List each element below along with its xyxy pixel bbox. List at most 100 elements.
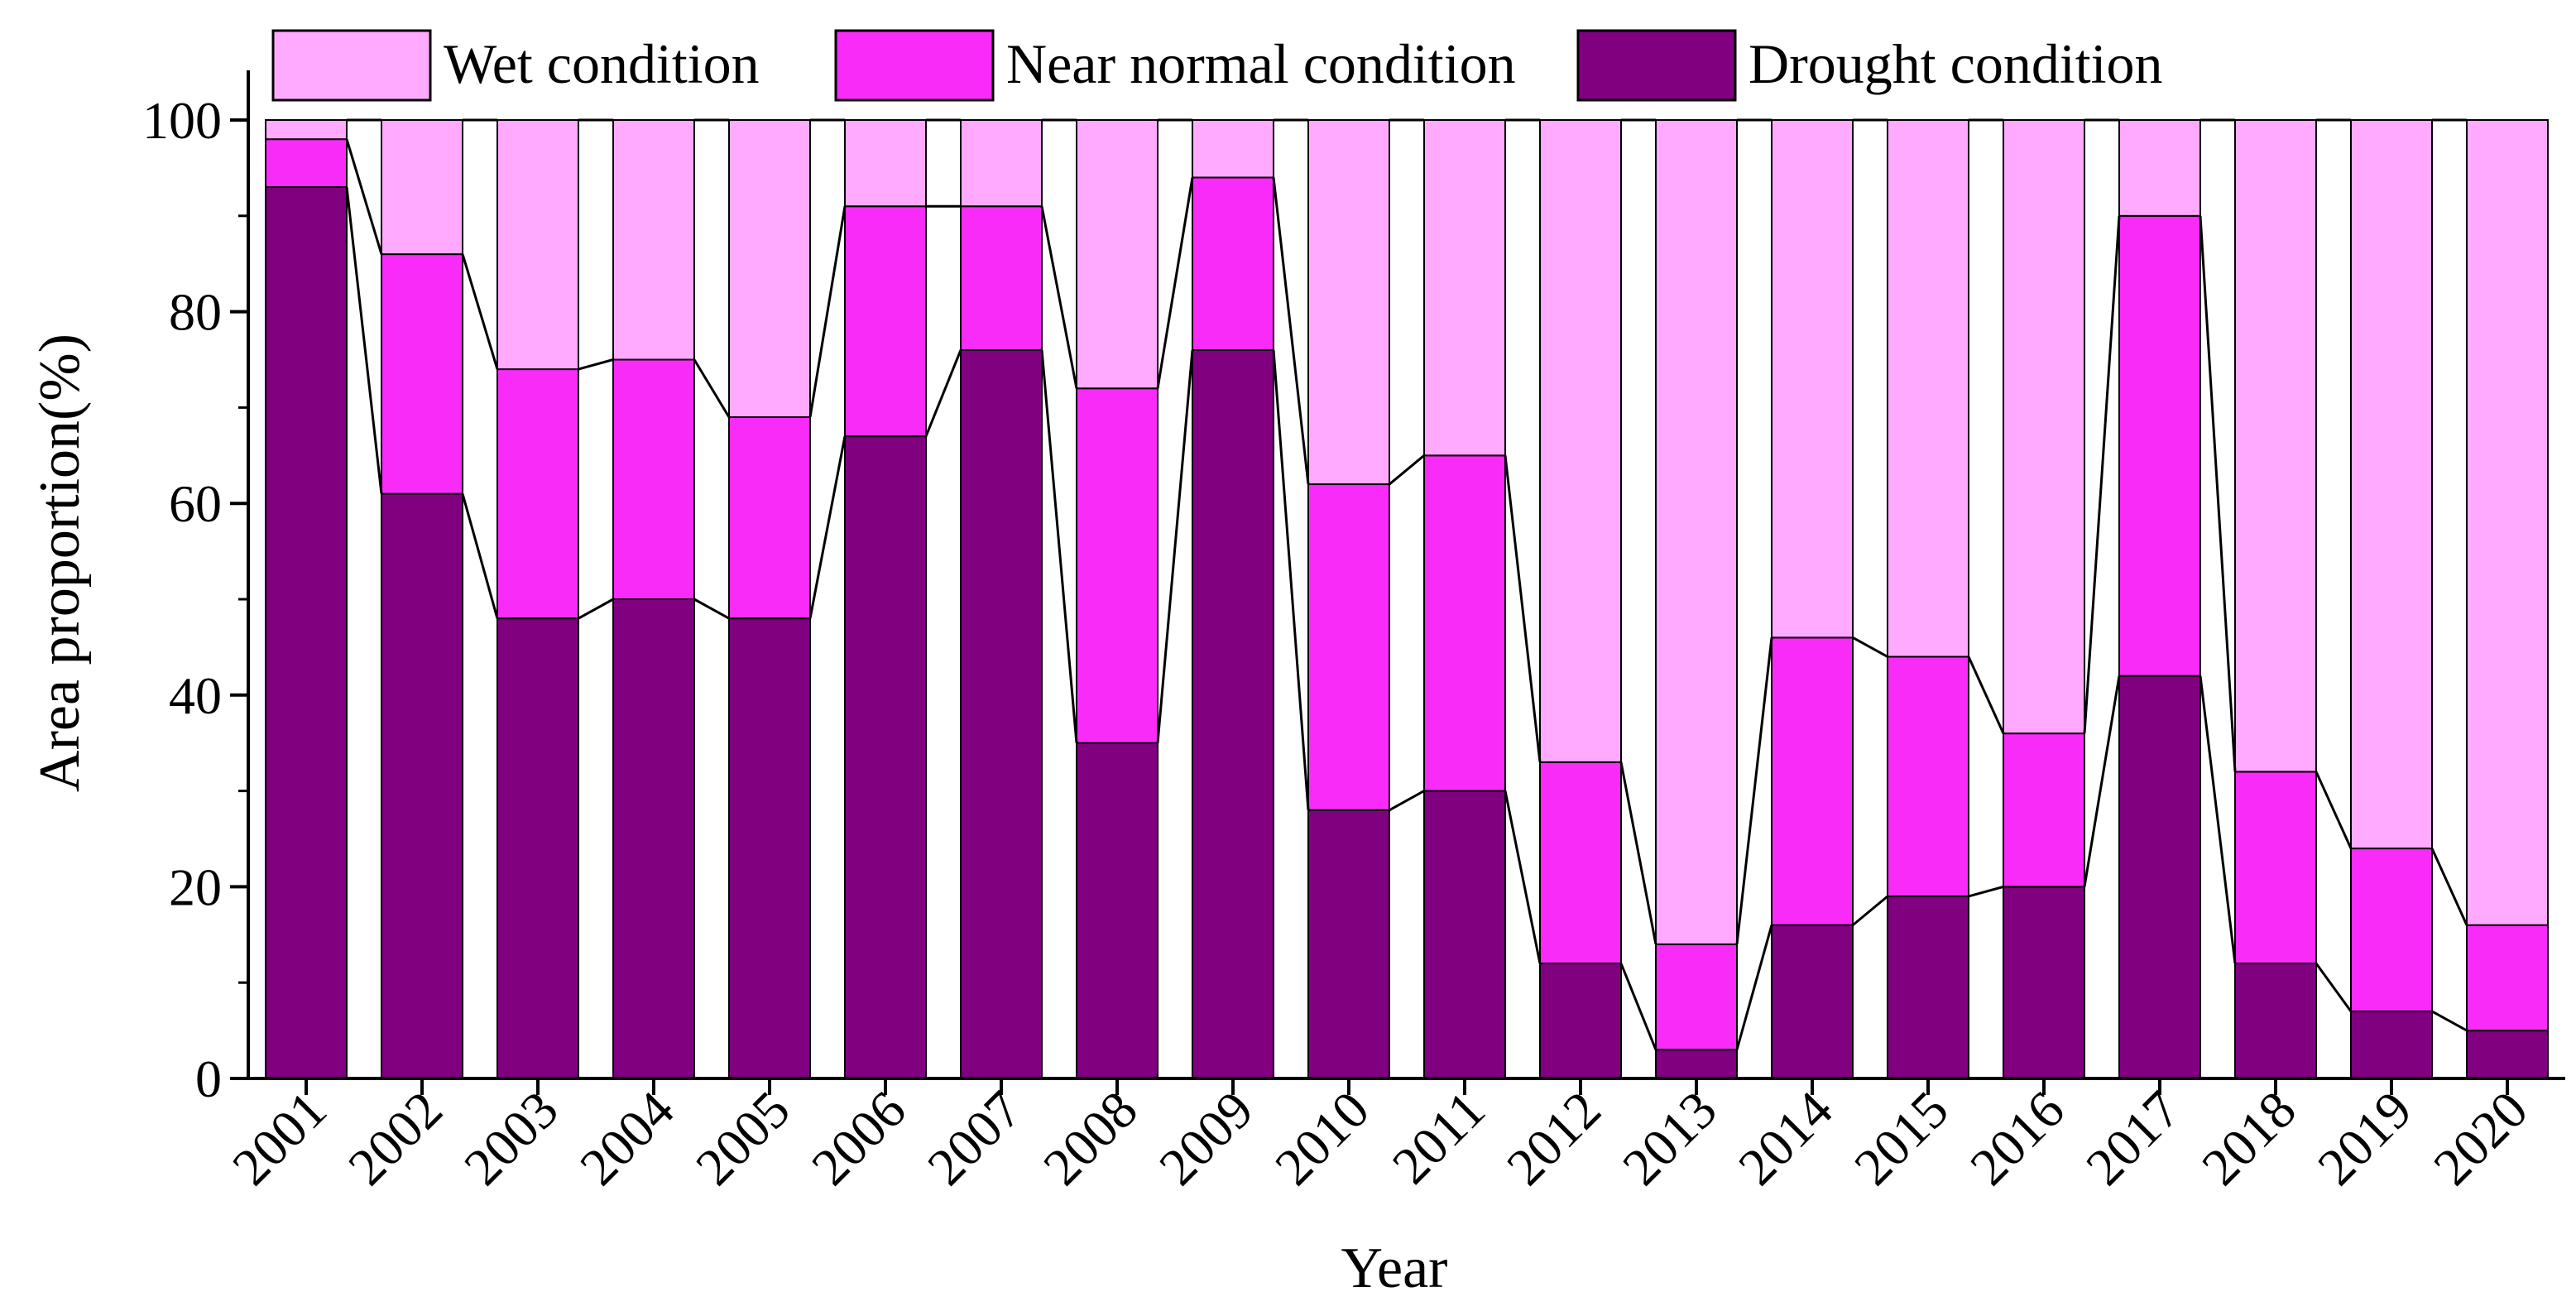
y-tick-label-20: 20: [169, 857, 222, 916]
connector-near-normal-condition-2015: [1967, 656, 2005, 734]
bar-near-normal-condition-2016: [2003, 732, 2085, 888]
connector-near-normal-condition-2014: [1852, 636, 1888, 658]
bar-wet-condition-2002: [381, 119, 463, 256]
bar-drought-condition-2008: [1076, 742, 1158, 1079]
y-axis-title: Area proportion(%): [28, 334, 92, 792]
bar-near-normal-condition-2018: [2234, 771, 2317, 965]
bar-drought-condition-2009: [1192, 348, 1274, 1080]
bar-drought-condition-2006: [844, 435, 927, 1079]
bar-near-normal-condition-2014: [1771, 636, 1854, 926]
legend-label-near-normal-condition: Near normal condition: [1006, 32, 1516, 95]
connector-drought-condition-2014: [1852, 895, 1888, 926]
y-tick-label-40: 40: [169, 666, 222, 725]
bar-wet-condition-2017: [2118, 119, 2201, 217]
bar-drought-condition-2001: [265, 186, 348, 1079]
bar-near-normal-condition-2020: [2466, 924, 2549, 1032]
bar-near-normal-condition-2017: [2118, 214, 2201, 677]
bar-near-normal-condition-2010: [1307, 483, 1390, 811]
connector-drought-condition-2003: [578, 598, 614, 620]
bar-wet-condition-2013: [1655, 119, 1738, 945]
bar-wet-condition-2001: [265, 119, 348, 141]
bar-drought-condition-2012: [1539, 963, 1622, 1080]
connector-drought-condition-2018: [2315, 963, 2353, 1012]
bar-wet-condition-2015: [1887, 119, 1969, 658]
y-tick-label-100: 100: [142, 91, 222, 150]
bar-wet-condition-2006: [844, 119, 927, 208]
x-tick-label-2018: 2018: [2190, 1080, 2307, 1197]
connector-near-normal-condition-2018: [2315, 771, 2353, 849]
bar-drought-condition-2017: [2118, 675, 2201, 1079]
bar-wet-condition-2018: [2234, 119, 2317, 773]
x-tick-label-2019: 2019: [2306, 1080, 2423, 1197]
connector-near-normal-condition-2008: [1156, 177, 1194, 389]
connector-drought-condition-2001: [345, 186, 383, 494]
bar-wet-condition-2019: [2350, 119, 2433, 850]
connector-near-normal-condition-2007: [1040, 205, 1078, 389]
x-tick-label-2011: 2011: [1381, 1080, 1496, 1195]
bar-wet-condition-2008: [1076, 119, 1158, 390]
bar-near-normal-condition-2007: [960, 205, 1043, 351]
connector-near-normal-condition-2013: [1735, 637, 1773, 945]
connector-drought-condition-2002: [461, 493, 499, 619]
connector-drought-condition-2016: [2083, 675, 2121, 887]
x-tick-label-2005: 2005: [684, 1080, 801, 1197]
bar-drought-condition-2003: [496, 617, 579, 1079]
x-tick-label-2012: 2012: [1495, 1080, 1612, 1197]
x-tick-label-2010: 2010: [1264, 1080, 1380, 1197]
bar-drought-condition-2018: [2234, 963, 2317, 1080]
connector-drought-condition-2011: [1504, 790, 1542, 964]
bar-wet-condition-2012: [1539, 119, 1622, 763]
bar-drought-condition-2002: [381, 492, 463, 1079]
x-tick-label-2020: 2020: [2422, 1080, 2539, 1197]
connector-drought-condition-2017: [2199, 675, 2237, 964]
x-tick-label-2001: 2001: [221, 1080, 338, 1197]
connector-near-normal-condition-2016: [2083, 215, 2121, 734]
x-tick-label-2003: 2003: [453, 1080, 569, 1197]
bar-near-normal-condition-2005: [728, 415, 811, 620]
connector-drought-condition-2007: [1040, 349, 1078, 743]
connector-near-normal-condition-2001: [345, 138, 383, 255]
connector-near-normal-condition-2002: [461, 253, 499, 370]
connector-near-normal-condition-2010: [1389, 454, 1425, 486]
x-tick-label-2007: 2007: [916, 1080, 1033, 1197]
bar-drought-condition-2007: [960, 348, 1043, 1080]
x-tick-label-2004: 2004: [568, 1080, 685, 1197]
bar-drought-condition-2015: [1887, 895, 1969, 1079]
bar-drought-condition-2020: [2466, 1030, 2549, 1079]
bar-near-normal-condition-2013: [1655, 943, 1738, 1051]
bar-near-normal-condition-2009: [1192, 176, 1274, 351]
bar-wet-condition-2004: [612, 119, 695, 361]
bar-drought-condition-2005: [728, 617, 811, 1079]
y-tick-label-0: 0: [195, 1049, 222, 1108]
x-tick-label-2014: 2014: [1727, 1080, 1844, 1197]
connector-drought-condition-2004: [693, 598, 730, 620]
bar-near-normal-condition-2006: [844, 205, 927, 438]
bar-wet-condition-2014: [1771, 119, 1854, 639]
connector-drought-condition-2006: [924, 349, 962, 437]
bar-drought-condition-2004: [612, 598, 695, 1079]
connector-drought-condition-2009: [1272, 349, 1310, 810]
bar-near-normal-condition-2019: [2350, 848, 2433, 1012]
bar-near-normal-condition-2004: [612, 358, 695, 600]
bar-drought-condition-2019: [2350, 1010, 2433, 1079]
bar-wet-condition-2020: [2466, 119, 2549, 926]
connector-drought-condition-2008: [1156, 349, 1194, 743]
connector-near-normal-condition-2009: [1272, 177, 1310, 485]
x-tick-label-2008: 2008: [1032, 1080, 1149, 1197]
bar-wet-condition-2009: [1192, 119, 1274, 179]
connector-lines-group: [345, 118, 2468, 1050]
x-tick-label-2016: 2016: [1959, 1080, 2075, 1197]
connector-near-normal-condition-2012: [1619, 761, 1657, 945]
connector-near-normal-condition-2005: [808, 205, 847, 418]
bar-near-normal-condition-2001: [265, 138, 348, 189]
legend-swatch-near-normal-condition: [834, 29, 995, 102]
bar-near-normal-condition-2008: [1076, 387, 1158, 744]
x-tick-label-2006: 2006: [800, 1080, 917, 1197]
legend-label-wet-condition: Wet condition: [444, 32, 760, 95]
bar-near-normal-condition-2012: [1539, 761, 1622, 965]
connector-drought-condition-2010: [1389, 790, 1425, 812]
bar-drought-condition-2016: [2003, 886, 2085, 1080]
bar-drought-condition-2014: [1771, 924, 1854, 1079]
bar-near-normal-condition-2002: [381, 253, 463, 495]
